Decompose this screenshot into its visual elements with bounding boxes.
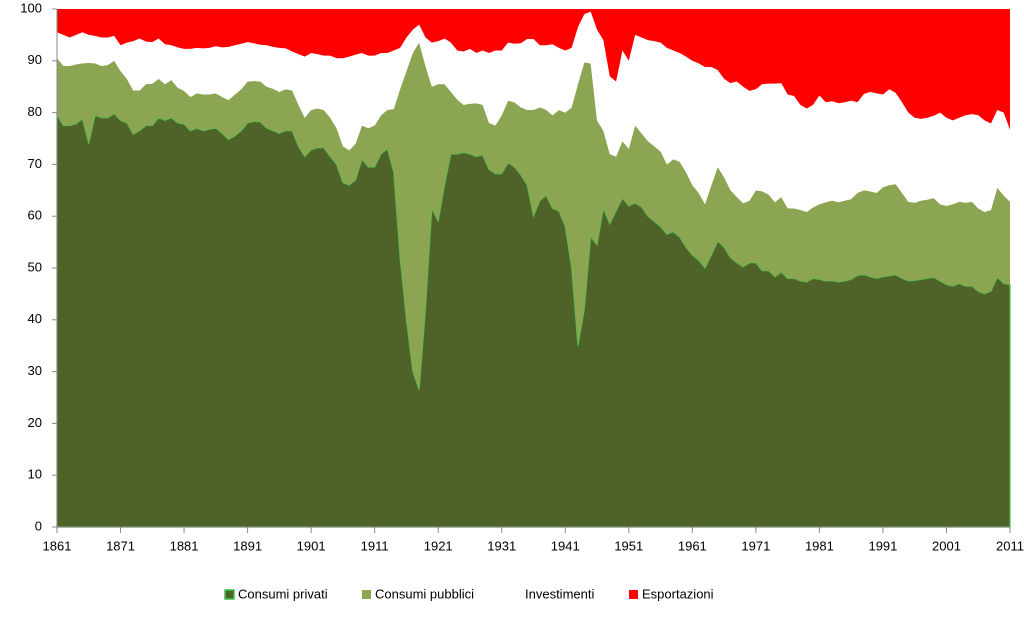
y-tick-label: 20	[28, 415, 42, 430]
x-tick-label: 1911	[361, 538, 389, 553]
y-tick-label: 30	[28, 363, 42, 378]
y-tick-label: 0	[35, 518, 42, 533]
x-tick-label: 1871	[106, 538, 135, 553]
y-tick-label: 10	[28, 467, 42, 482]
x-tick-label: 2011	[996, 538, 1024, 553]
x-tick-label: 1931	[487, 538, 516, 553]
legend-label: Esportazioni	[642, 586, 714, 601]
legend-marker	[362, 590, 371, 599]
legend-label: Consumi privati	[238, 586, 328, 601]
x-tick-label: 2001	[932, 538, 961, 553]
area	[57, 42, 1010, 390]
x-tick-label: 1901	[297, 538, 326, 553]
area	[57, 11, 1010, 213]
legend-marker	[629, 590, 638, 599]
legend-marker	[512, 590, 521, 599]
y-tick-label: 60	[28, 208, 42, 223]
x-tick-label: 1941	[551, 538, 580, 553]
legend-marker	[224, 589, 235, 600]
y-tick-label: 90	[28, 52, 42, 67]
y-tick-label: 80	[28, 104, 42, 119]
y-tick-label: 50	[28, 259, 42, 274]
x-tick-label: 1921	[424, 538, 453, 553]
y-tick-label: 70	[28, 156, 42, 171]
x-tick-label: 1961	[678, 538, 707, 553]
x-tick-label: 1891	[233, 538, 262, 553]
x-tick-label: 1861	[43, 538, 72, 553]
y-tick-label: 40	[28, 311, 42, 326]
legend-label: Investimenti	[525, 586, 594, 601]
x-tick-label: 1881	[170, 538, 199, 553]
x-tick-label: 1951	[614, 538, 643, 553]
x-tick-label: 1991	[868, 538, 897, 553]
y-tick-label: 100	[20, 0, 42, 15]
area	[57, 9, 1010, 130]
x-tick-label: 1981	[805, 538, 834, 553]
x-tick-label: 1971	[741, 538, 770, 553]
legend-label: Consumi pubblici	[375, 586, 474, 601]
